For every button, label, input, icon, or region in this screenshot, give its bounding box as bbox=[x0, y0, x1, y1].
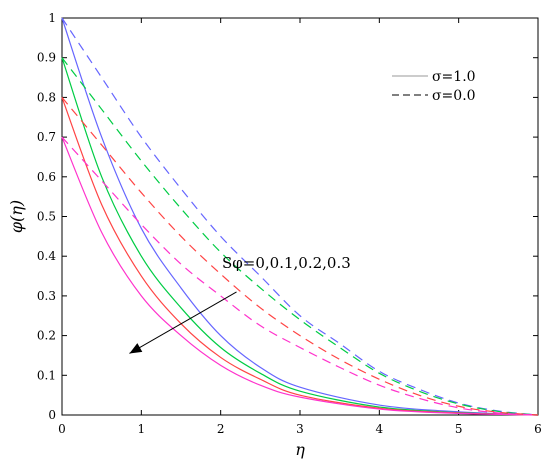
y-tick-label: 1 bbox=[48, 11, 56, 25]
y-axis-label: φ(η) bbox=[7, 200, 26, 233]
y-tick-label: 0.5 bbox=[37, 210, 56, 224]
y-tick-label: 0.1 bbox=[37, 368, 56, 382]
series-line-dashed-4 bbox=[61, 17, 539, 416]
x-tick-label: 6 bbox=[534, 422, 542, 436]
series-line-dashed-7 bbox=[61, 136, 539, 416]
legend: σ=1.0 σ=0.0 bbox=[392, 69, 476, 104]
y-tick-label: 0.4 bbox=[37, 249, 56, 263]
series-layer bbox=[61, 17, 539, 416]
series-line-solid-0 bbox=[61, 17, 539, 416]
y-tick-label: 0.7 bbox=[37, 130, 56, 144]
annotation-text: Sφ=0,0.1,0.2,0.3 bbox=[222, 254, 351, 272]
x-tick-label: 5 bbox=[455, 422, 463, 436]
legend-label-sigma-0: σ=0.0 bbox=[432, 88, 476, 104]
x-tick-label: 1 bbox=[138, 422, 146, 436]
y-tick-label: 0 bbox=[48, 408, 56, 422]
axis-ticks bbox=[61, 17, 539, 416]
y-tick-label: 0.9 bbox=[37, 51, 56, 65]
x-tick-label: 0 bbox=[58, 422, 66, 436]
plot-area bbox=[61, 17, 539, 416]
x-tick-label: 2 bbox=[217, 422, 225, 436]
x-tick-label: 4 bbox=[376, 422, 384, 436]
x-tick-label: 3 bbox=[296, 422, 304, 436]
annotation-arrowhead bbox=[129, 343, 143, 354]
x-tick-labels: 0 1 2 3 4 5 6 bbox=[58, 422, 542, 436]
y-tick-label: 0.2 bbox=[37, 329, 56, 343]
series-line-dashed-5 bbox=[61, 57, 539, 416]
y-tick-label: 0.6 bbox=[37, 170, 56, 184]
x-axis-label: η bbox=[295, 440, 305, 459]
series-line-solid-3 bbox=[61, 136, 539, 416]
y-tick-label: 0.3 bbox=[37, 289, 56, 303]
y-tick-labels: 0 0.1 0.2 0.3 0.4 0.5 0.6 0.7 0.8 0.9 1 bbox=[37, 11, 56, 422]
y-tick-label: 0.8 bbox=[37, 90, 56, 104]
series-line-dashed-6 bbox=[61, 97, 539, 416]
annotation: Sφ=0,0.1,0.2,0.3 bbox=[129, 254, 351, 354]
legend-label-sigma-1: σ=1.0 bbox=[432, 69, 476, 85]
annotation-arrow bbox=[129, 291, 237, 354]
